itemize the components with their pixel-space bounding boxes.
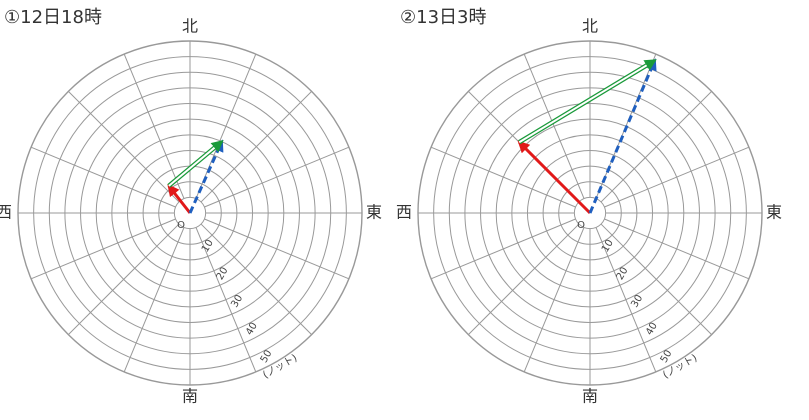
spoke: [68, 91, 180, 203]
direction-label: 南: [582, 387, 598, 406]
direction-label: 東: [766, 203, 782, 222]
difference-vector-inner: [168, 144, 218, 187]
difference-vector-inner: [518, 62, 651, 144]
ring-label: 40: [644, 321, 660, 338]
spoke: [604, 218, 750, 280]
ring-label: 40: [244, 321, 260, 338]
direction-label: 西: [0, 203, 12, 222]
spoke: [604, 146, 750, 208]
direction-label: 西: [396, 203, 412, 222]
spoke: [68, 223, 180, 335]
ring-label: 10: [600, 238, 616, 255]
ring-label: 30: [629, 293, 645, 310]
origin-label: O: [577, 220, 585, 231]
spoke: [123, 53, 185, 199]
ring-label: 50: [259, 348, 275, 365]
spoke: [523, 227, 585, 373]
direction-label: 北: [182, 17, 198, 36]
spoke: [200, 223, 312, 335]
spoke: [204, 146, 350, 208]
spoke: [204, 218, 350, 280]
spoke: [430, 218, 576, 280]
ring-label: 30: [229, 293, 245, 310]
ring-label: 50: [659, 348, 675, 365]
difference-arrowhead: [643, 59, 657, 71]
ring-label: 10: [200, 238, 216, 255]
difference-arrowhead: [210, 140, 224, 153]
wind-vector: [167, 184, 192, 214]
ring-label: 20: [615, 266, 631, 283]
spoke: [30, 218, 176, 280]
spoke: [195, 227, 257, 373]
spoke: [200, 91, 312, 203]
direction-label: 東: [366, 203, 382, 222]
title: ①12日18時: [4, 7, 102, 28]
wind-vector: [588, 58, 657, 214]
spoke: [600, 91, 712, 203]
direction-label: 北: [582, 17, 598, 36]
title: ②13日3時: [400, 7, 487, 28]
spoke: [195, 53, 257, 199]
wind-vector: [517, 140, 592, 215]
spoke: [595, 227, 657, 373]
spoke: [430, 146, 576, 208]
wind-vector: [188, 139, 224, 214]
spoke: [30, 146, 176, 208]
ring-label: 20: [215, 266, 231, 283]
spoke: [600, 223, 712, 335]
origin-label: O: [177, 220, 185, 231]
spoke: [523, 53, 585, 199]
spoke: [468, 223, 580, 335]
spoke: [123, 227, 185, 373]
direction-label: 南: [182, 387, 198, 406]
